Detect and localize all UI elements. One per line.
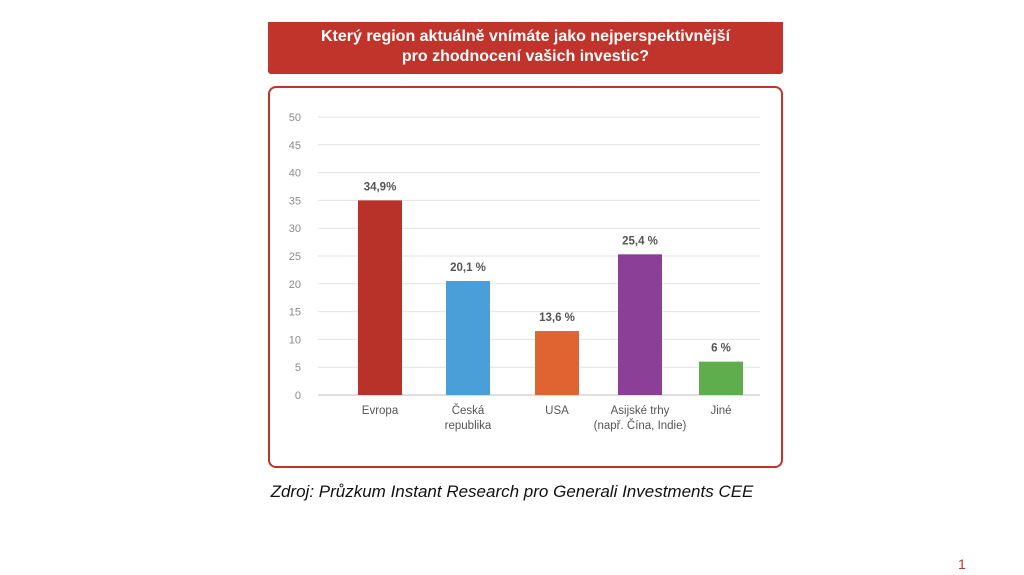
- y-tick-label: 30: [289, 223, 301, 235]
- data-label: 6 %: [711, 343, 731, 355]
- y-tick-label: 20: [289, 279, 301, 291]
- y-tick-label: 25: [289, 251, 301, 263]
- data-label: 13,6 %: [539, 312, 575, 324]
- category-label: Evropa: [362, 405, 399, 417]
- page-number: 1: [958, 556, 966, 572]
- category-label: Asijské trhy: [611, 405, 670, 417]
- category-label: USA: [545, 405, 569, 417]
- y-tick-label: 5: [295, 362, 301, 374]
- question-banner: Který region aktuálně vnímáte jako nejpe…: [268, 22, 783, 74]
- question-line-2: pro zhodnocení vašich investic?: [401, 48, 650, 65]
- bar: [699, 361, 743, 395]
- y-tick-label: 40: [289, 168, 301, 180]
- category-label: (např. Čína, Indie): [594, 419, 687, 432]
- source-note: Zdroj: Průzkum Instant Research pro Gene…: [270, 482, 754, 501]
- y-tick-label: 10: [289, 334, 301, 346]
- y-tick-label: 35: [289, 195, 301, 207]
- y-tick-label: 0: [295, 390, 301, 402]
- category-label: Česká: [452, 404, 485, 417]
- bar: [618, 254, 662, 395]
- data-label: 20,1 %: [450, 262, 486, 274]
- bar: [358, 200, 402, 395]
- category-label: republika: [445, 420, 492, 432]
- y-tick-label: 15: [289, 307, 301, 319]
- data-label: 25,4 %: [622, 235, 658, 247]
- y-tick-label: 45: [289, 140, 301, 152]
- data-label: 34,9%: [364, 181, 397, 193]
- y-tick-label: 50: [289, 112, 301, 124]
- bar: [535, 331, 579, 395]
- question-line-1: Který region aktuálně vnímáte jako nejpe…: [320, 28, 731, 45]
- chart-frame: [268, 86, 783, 468]
- bar: [446, 281, 490, 395]
- category-label: Jiné: [710, 405, 731, 417]
